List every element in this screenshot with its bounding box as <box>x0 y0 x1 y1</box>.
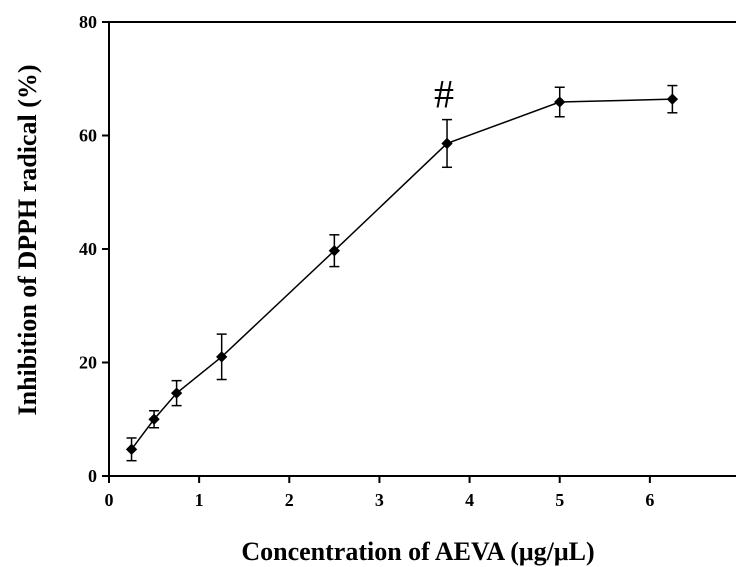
y-tick-label: 40 <box>79 239 97 259</box>
data-point <box>125 443 138 455</box>
data-point <box>148 413 160 425</box>
series-layer: # <box>125 72 679 462</box>
data-point <box>328 245 341 257</box>
x-tick-label: 2 <box>285 490 294 510</box>
data-point <box>554 96 566 108</box>
data-point <box>666 93 679 105</box>
x-tick-label: 5 <box>555 490 564 510</box>
x-tick-label: 3 <box>375 490 384 510</box>
x-tick-label: 4 <box>465 490 474 510</box>
y-axis-title: Inhibition of DPPH radical (%) <box>13 64 42 415</box>
x-tick-label: 6 <box>645 490 654 510</box>
x-tick-label: 0 <box>105 490 114 510</box>
data-point <box>441 137 453 150</box>
axes: 0 20 40 60 80 0 1 2 3 4 5 6 <box>79 12 736 510</box>
x-tick-label: 1 <box>195 490 204 510</box>
series-line <box>130 98 673 450</box>
y-tick-label: 20 <box>79 353 97 373</box>
labels-layer: Concentration of AEVA (μg/μL) Inhibition… <box>13 64 595 566</box>
x-axis-title: Concentration of AEVA (μg/μL) <box>241 537 594 566</box>
y-tick-label: 0 <box>88 466 97 486</box>
data-point <box>216 351 228 363</box>
significance-annotation: # <box>434 72 454 117</box>
y-tick-label: 60 <box>79 126 97 146</box>
data-point <box>170 387 183 399</box>
y-tick-label: 80 <box>79 12 97 32</box>
